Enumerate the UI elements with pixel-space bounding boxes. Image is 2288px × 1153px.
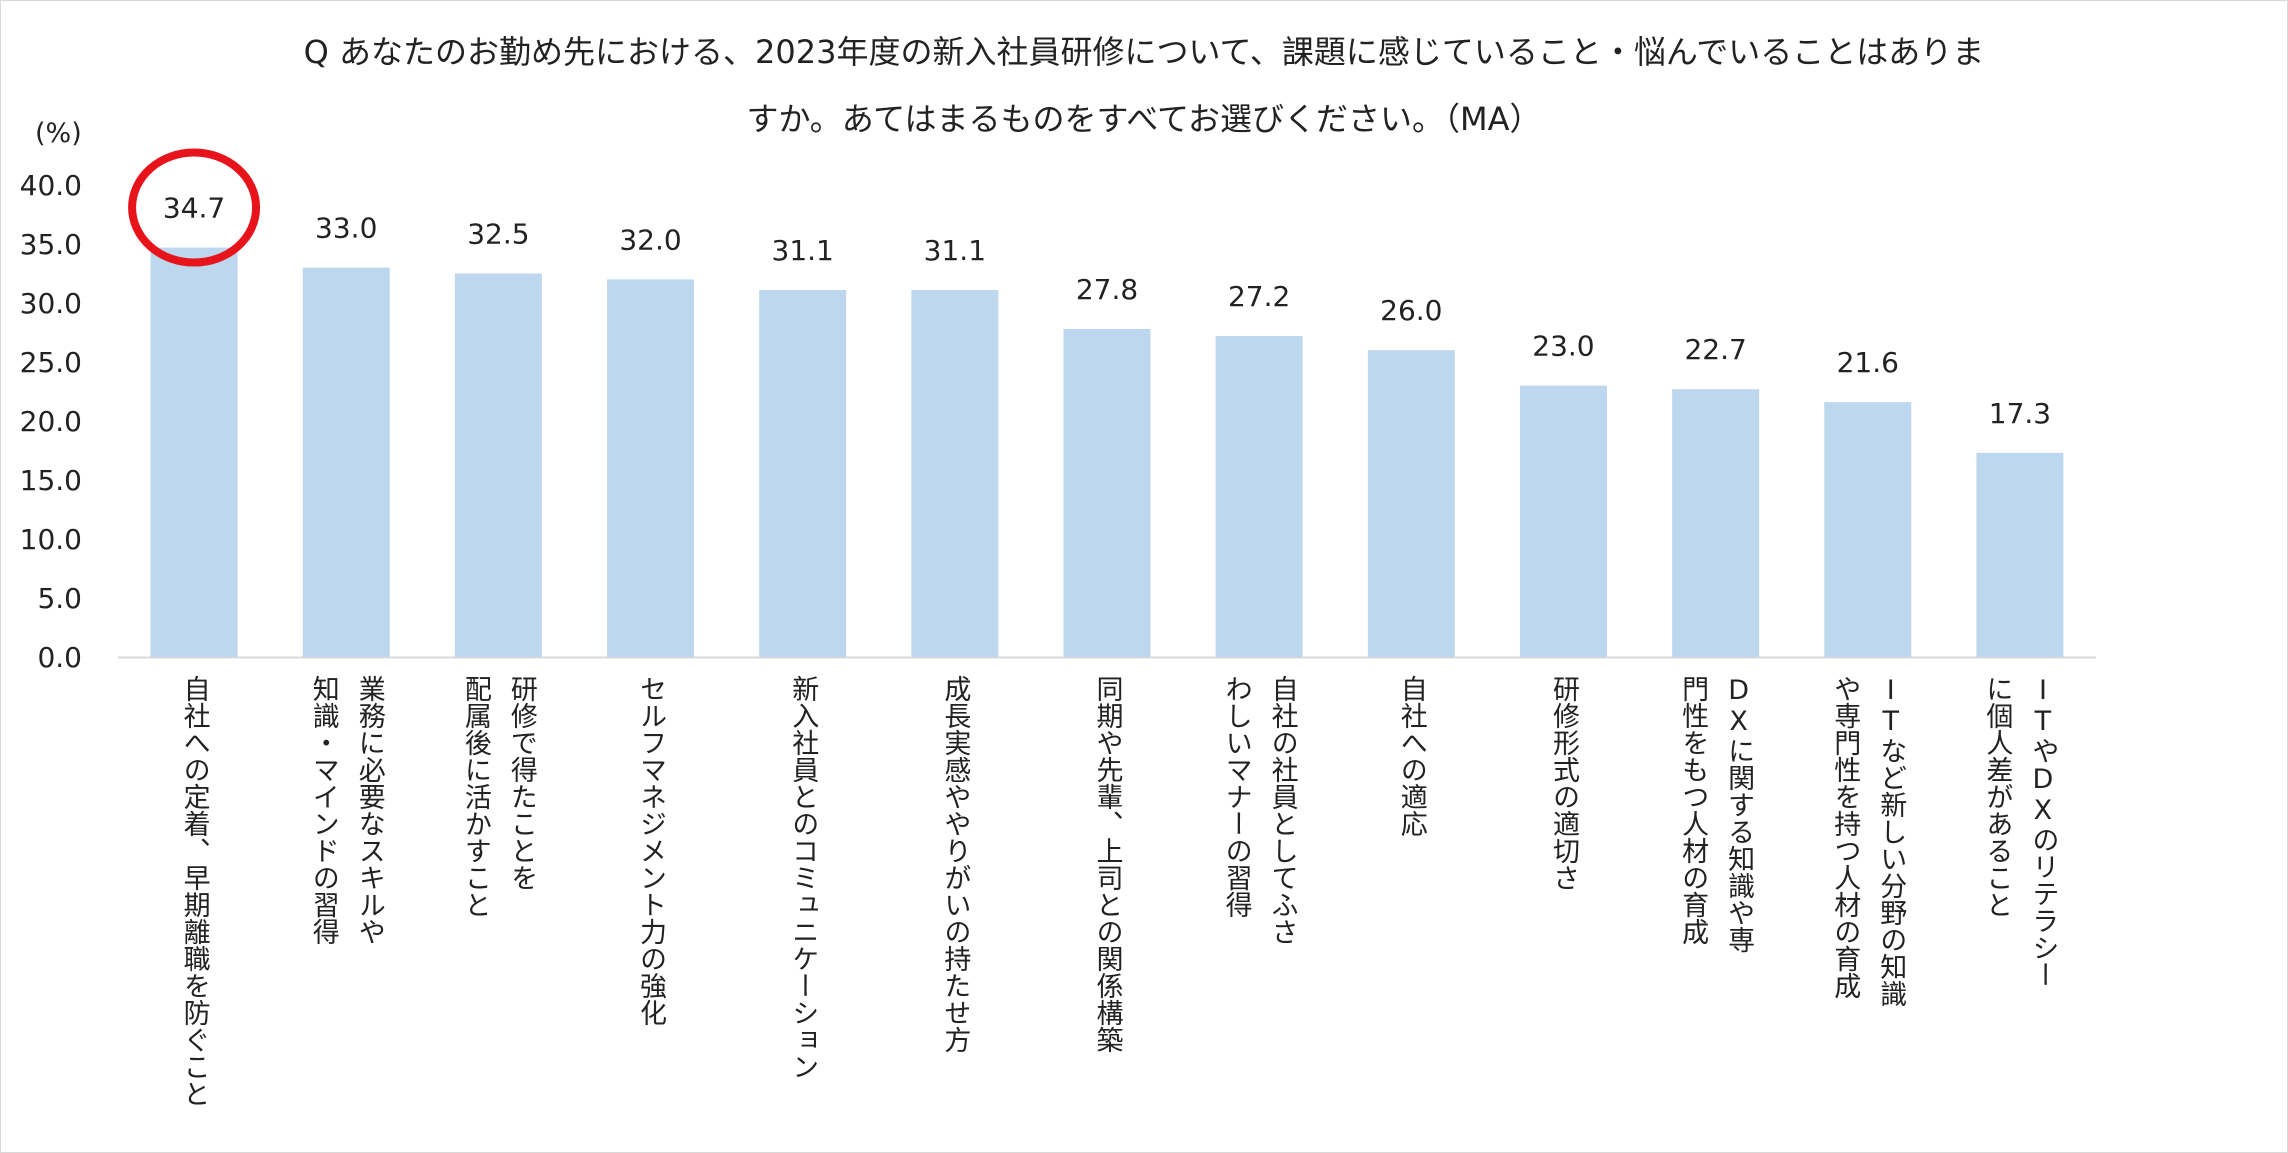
- bar: [1672, 389, 1760, 657]
- bar: [150, 247, 238, 658]
- category-label: 業務に必要なスキルや: [354, 675, 386, 945]
- category-label: 配属後に活かすこと: [460, 675, 492, 918]
- data-label: 27.2: [1228, 280, 1290, 313]
- y-tick-label: 10.0: [20, 523, 82, 556]
- y-axis-unit: (%): [35, 118, 82, 149]
- bar: [454, 273, 542, 657]
- data-label: 22.7: [1684, 333, 1746, 366]
- bar: [1367, 350, 1455, 657]
- category-label: 同期や先輩、上司との関係構築: [1092, 675, 1124, 1053]
- data-label: 21.6: [1837, 346, 1899, 379]
- bar: [1063, 328, 1151, 657]
- category-label: ITなど新しい分野の知識: [1875, 675, 1907, 1007]
- y-tick-label: 15.0: [20, 464, 82, 497]
- category-label: 新入社員とのコミュニケーション: [787, 675, 819, 1080]
- chart-title: Q あなたのお勤め先における、2023年度の新入社員研修について、課題に感じてい…: [304, 33, 1985, 138]
- category-label: 成長実感ややりがいの持たせ方: [939, 675, 971, 1053]
- data-label: 26.0: [1380, 294, 1442, 327]
- category-label: 研修形式の適切さ: [1548, 675, 1580, 891]
- category-label: や専門性を持つ人材の育成: [1829, 675, 1861, 999]
- data-label: 32.5: [467, 218, 529, 251]
- bar: [911, 290, 999, 657]
- y-tick-label: 0.0: [37, 641, 82, 674]
- data-label: 27.8: [1076, 273, 1138, 306]
- category-label: に個人差があること: [1981, 675, 2013, 918]
- category-label: ITやDXのリテラシー: [2027, 675, 2058, 988]
- y-axis: (%) 0.0 5.0 10.0 15.0 20.0 25.0 30.0 35.0 40.0: [20, 118, 2096, 674]
- data-label: 31.1: [772, 234, 834, 267]
- highlight-circle: [128, 148, 261, 267]
- y-tick-label: 30.0: [20, 287, 82, 320]
- y-tick-label: 25.0: [20, 346, 82, 379]
- bar: [302, 267, 390, 657]
- data-label: 33.0: [315, 212, 377, 245]
- data-label: 32.0: [619, 223, 681, 256]
- bars: 34.7 33.0 32.5 32.0 31.1 31.1 27.8 27.2 26.0 23.0…: [128, 148, 2064, 658]
- bar: [1824, 402, 1912, 657]
- category-label: 自社の社員としてふさ: [1267, 675, 1299, 945]
- chart-title-line-2: すか。あてはまるものをすべてお選びください。（MA）: [746, 100, 1541, 138]
- y-tick-label: 5.0: [37, 582, 82, 615]
- data-label: 34.7: [163, 192, 225, 225]
- chart-title-line-1: Q あなたのお勤め先における、2023年度の新入社員研修について、課題に感じてい…: [304, 33, 1985, 71]
- category-label: DXに関する知識や専: [1723, 675, 1755, 953]
- y-tick-label: 35.0: [20, 228, 82, 261]
- category-label: 門性をもつ人材の育成: [1677, 675, 1709, 945]
- category-label: 自社への定着、早期離職を防ぐこと: [179, 675, 211, 1107]
- data-label: 31.1: [924, 234, 986, 267]
- bar: [607, 279, 695, 657]
- y-tick-label: 20.0: [20, 405, 82, 438]
- data-label: 17.3: [1989, 397, 2051, 430]
- y-tick-label: 40.0: [20, 169, 82, 202]
- category-label: わしいマナーの習得: [1221, 675, 1253, 918]
- bar: [1215, 336, 1303, 657]
- bar: [759, 290, 847, 657]
- bar: [1519, 385, 1607, 657]
- category-label: 研修で得たことを: [506, 675, 538, 891]
- bar: [1976, 452, 2064, 657]
- category-label: 自社への適応: [1396, 675, 1428, 837]
- category-label: 知識・マインドの習得: [308, 675, 340, 945]
- category-label: セルフマネジメント力の強化: [635, 675, 666, 1026]
- data-label: 23.0: [1532, 330, 1594, 363]
